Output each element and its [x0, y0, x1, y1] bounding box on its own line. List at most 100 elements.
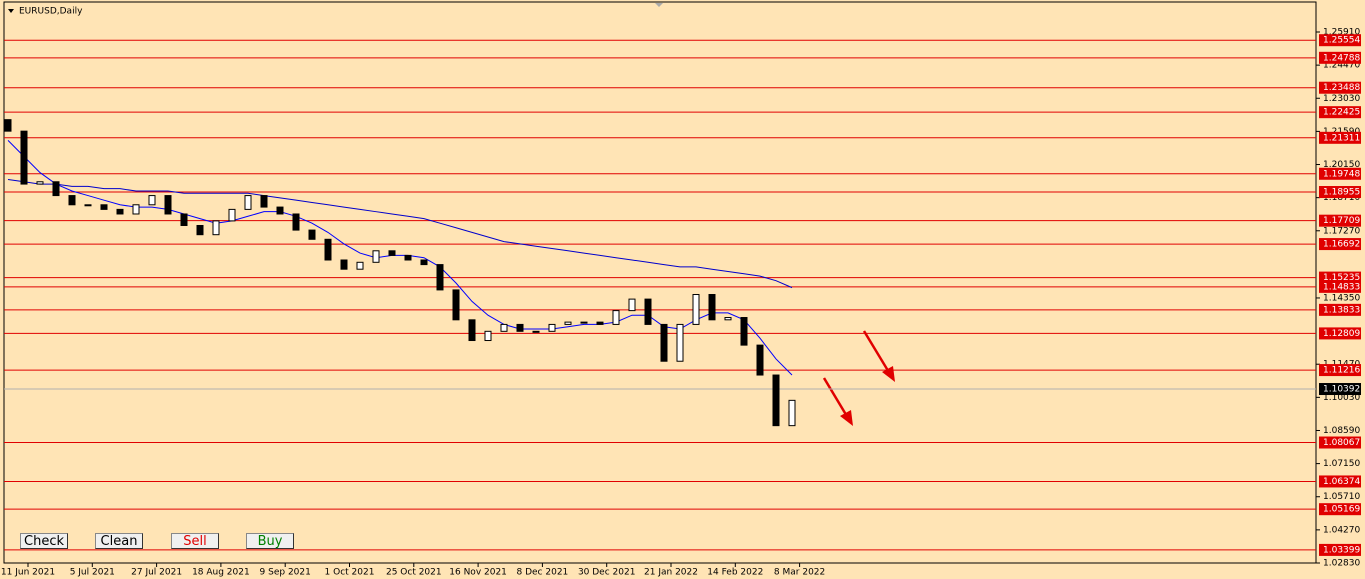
candle: [740, 317, 748, 346]
level-tag: [1319, 303, 1361, 316]
clean-button[interactable]: Clean: [95, 533, 143, 549]
level-label: 1.14833: [1323, 282, 1360, 292]
candle: [772, 374, 780, 427]
level-tag: [1319, 280, 1361, 293]
x-tick-label: 30 Dec 2021: [578, 568, 636, 578]
x-tick-label: 21 Jan 2022: [644, 568, 698, 578]
candle: [132, 204, 140, 215]
level-tag: [1319, 214, 1361, 227]
candle: [404, 254, 412, 261]
candle: [612, 310, 620, 325]
candle: [212, 220, 220, 236]
candle: [196, 224, 204, 236]
candle: [580, 321, 588, 324]
y-tick-label: 1.24470: [1323, 61, 1360, 71]
candle: [68, 195, 76, 206]
level-tag: [1319, 503, 1361, 516]
price-tag: [1319, 383, 1361, 396]
candle: [596, 321, 604, 325]
candle: [356, 261, 364, 270]
moving-average: [7, 178, 793, 289]
level-label: 1.05169: [1323, 505, 1360, 515]
candle: [452, 289, 460, 321]
level-label: 1.19748: [1323, 169, 1360, 179]
level-tag: [1319, 543, 1361, 556]
candle: [532, 330, 540, 333]
level-label: 1.08067: [1323, 438, 1360, 448]
chart-title: EURUSD,Daily: [19, 7, 83, 17]
candle: [516, 323, 524, 332]
candle: [340, 259, 348, 270]
candle: [628, 298, 636, 312]
x-tick-label: 18 Aug 2021: [192, 568, 250, 578]
candle: [660, 323, 668, 362]
y-tick-label: 1.05710: [1323, 492, 1360, 502]
y-tick-label: 1.25910: [1323, 28, 1360, 38]
y-tick-label: 1.02830: [1323, 559, 1360, 569]
level-label: 1.18955: [1323, 188, 1360, 198]
level-label: 1.21311: [1323, 133, 1360, 143]
candle: [324, 238, 332, 261]
candle: [724, 317, 732, 321]
candle: [36, 181, 44, 185]
candle: [644, 298, 652, 325]
x-tick-label: 11 Jun 2021: [1, 568, 55, 578]
x-tick-label: 9 Sep 2021: [260, 568, 311, 578]
candle: [708, 294, 716, 321]
candle: [100, 204, 108, 210]
candle: [308, 229, 316, 240]
buy-button[interactable]: Buy: [246, 533, 294, 549]
level-label: 1.23488: [1323, 83, 1360, 93]
x-tick-label: 1 Oct 2021: [325, 568, 375, 578]
candle: [164, 195, 172, 215]
level-tag: [1319, 51, 1361, 64]
candle: [564, 321, 572, 325]
level-label: 1.03399: [1323, 545, 1360, 555]
candle: [676, 323, 684, 362]
level-tag: [1319, 131, 1361, 144]
y-tick-label: 1.10030: [1323, 393, 1360, 403]
candle: [180, 213, 188, 226]
candle: [436, 264, 444, 291]
level-tag: [1319, 364, 1361, 377]
candle: [500, 323, 508, 332]
x-tick-label: 8 Mar 2022: [774, 568, 825, 578]
level-tag: [1319, 167, 1361, 180]
x-tick-label: 25 Oct 2021: [386, 568, 442, 578]
current-price-label: 1.10392: [1323, 385, 1360, 395]
candle: [276, 206, 284, 215]
level-label: 1.25554: [1323, 36, 1360, 46]
x-tick-label: 27 Jul 2021: [131, 568, 182, 578]
y-tick-label: 1.18710: [1323, 193, 1360, 203]
y-tick-label: 1.17270: [1323, 226, 1360, 236]
candle: [4, 119, 12, 132]
level-label: 1.06374: [1323, 477, 1360, 487]
candle: [20, 130, 28, 185]
level-label: 1.11216: [1323, 366, 1360, 376]
level-label: 1.22425: [1323, 108, 1360, 118]
level-tag: [1319, 81, 1361, 94]
arrow: [822, 330, 895, 426]
level-tag: [1319, 186, 1361, 199]
candle: [548, 323, 556, 332]
candle: [420, 259, 428, 266]
x-tick-label: 16 Nov 2021: [449, 568, 507, 578]
level-label: 1.17709: [1323, 216, 1360, 226]
candle: [484, 330, 492, 342]
plot-frame: [3, 1, 1317, 564]
sell-button[interactable]: Sell: [171, 533, 219, 549]
candle: [52, 181, 60, 197]
y-tick-label: 1.07150: [1323, 459, 1360, 469]
candle: [468, 319, 476, 342]
y-tick-label: 1.23030: [1323, 94, 1360, 104]
candle: [292, 213, 300, 231]
level-tag: [1319, 271, 1361, 284]
check-button[interactable]: Check: [20, 533, 68, 549]
candle: [260, 195, 268, 208]
candle: [244, 195, 252, 210]
x-tick-label: 14 Feb 2022: [707, 568, 763, 578]
level-tag: [1319, 238, 1361, 251]
candle: [84, 204, 92, 207]
